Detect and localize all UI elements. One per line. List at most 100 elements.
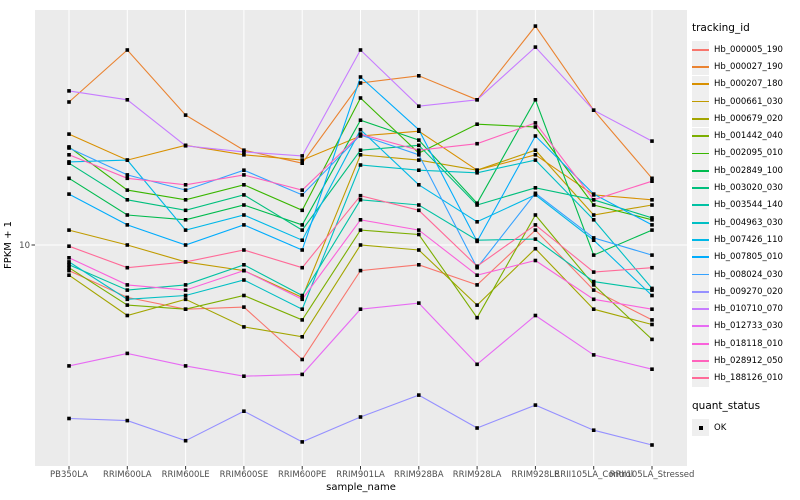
data-point-Hb_003020_030-RRIM600SE (242, 193, 246, 197)
legend-item-Hb_000679_020: Hb_000679_020 (692, 110, 800, 128)
data-point-Hb_007805_010-RRIM600LA (125, 223, 130, 227)
legend-color-line-icon (692, 66, 709, 68)
legend-key-Hb_028912_050 (692, 352, 709, 370)
legend-item-label: Hb_000661_030 (714, 96, 783, 107)
quant-legend: quant_status OK (692, 399, 800, 437)
x-tick-label-RRIM600LE: RRIM600LE (162, 470, 210, 480)
data-point-Hb_000679_020-RRIM600LA (125, 313, 130, 318)
legend-item-Hb_000661_030: Hb_000661_030 (692, 93, 800, 111)
data-point-Hb_007805_010-RRIM928LA (475, 239, 479, 244)
x-tick-label-RRIM928LA: RRIM928LA (453, 470, 502, 480)
data-point-Hb_004963_030-RRIM901LA (358, 163, 363, 167)
data-point-Hb_018118_010-RRII105LA_Control (591, 297, 596, 302)
data-point-Hb_009270_020-RRII105LA_Stressed (650, 443, 654, 447)
legend-color-line-icon (692, 290, 709, 293)
legend-key-Hb_003544_140 (692, 196, 709, 214)
data-point-Hb_000005_190-RRII105LA_Stressed (650, 318, 654, 322)
data-point-Hb_002849_100-RRIM928BA (417, 138, 421, 142)
data-point-Hb_007805_010-RRIM928BA (417, 127, 421, 132)
data-point-Hb_002095_010-RRIM600PE (300, 208, 304, 213)
data-point-Hb_003020_030-RRIM600LE (183, 208, 188, 213)
data-point-Hb_007426_110-RRIM928BA (417, 183, 421, 187)
legend-color-line-icon (692, 325, 709, 328)
data-point-Hb_000679_020-RRIM928LA (475, 303, 479, 307)
legend-item-Hb_001442_040: Hb_001442_040 (692, 127, 800, 145)
data-point-Hb_012733_030-RRIM600SE (242, 374, 246, 378)
legend-color-line-icon (692, 221, 709, 224)
legend-item-label: Hb_002849_100 (714, 165, 783, 176)
data-point-Hb_001442_040-PB350LA (67, 265, 71, 270)
data-point-Hb_000207_180-RRIM928LE (533, 153, 538, 157)
data-point-Hb_007426_110-RRIM928LA (475, 220, 479, 224)
data-point-Hb_000027_190-RRIM600LA (125, 48, 130, 52)
data-point-Hb_001442_040-RRIM600LA (125, 303, 130, 307)
data-point-Hb_018118_010-RRIM600LA (125, 283, 130, 287)
legend-item-Hb_004963_030: Hb_004963_030 (692, 214, 800, 232)
data-point-Hb_188126_010-RRIM928BA (417, 208, 421, 213)
data-point-Hb_008024_030-RRII105LA_Control (591, 236, 596, 240)
data-point-Hb_000661_030-RRIM928LE (533, 148, 538, 152)
data-point-Hb_000679_020-RRIM600SE (242, 325, 246, 329)
x-tick-label-RRIM928BA: RRIM928BA (394, 470, 444, 480)
legend-key-Hb_009270_020 (692, 283, 709, 301)
data-point-Hb_002849_100-RRIM600LE (183, 218, 188, 222)
data-point-Hb_007805_010-PB350LA (67, 192, 71, 196)
data-point-Hb_012733_030-RRIM600PE (300, 372, 304, 377)
data-point-Hb_008024_030-RRIM600LA (125, 173, 130, 177)
x-tick-label-RRIM600PE: RRIM600PE (278, 470, 326, 480)
data-point-Hb_028912_050-RRIM600SE (242, 173, 246, 177)
data-point-Hb_018118_010-RRIM600LE (183, 288, 188, 292)
legend-item-Hb_018118_010: Hb_018118_010 (692, 335, 800, 353)
legend-item-Hb_008024_030: Hb_008024_030 (692, 266, 800, 283)
data-point-Hb_188126_010-PB350LA (67, 244, 71, 248)
legend-color-line-icon (692, 169, 709, 172)
data-point-Hb_000679_020-RRII105LA_Control (591, 307, 596, 311)
data-point-Hb_000005_190-PB350LA (67, 268, 71, 273)
data-point-Hb_000207_180-RRIM600SE (242, 153, 246, 157)
data-point-Hb_000661_030-RRIM901LA (358, 153, 363, 157)
data-point-Hb_003544_140-PB350LA (67, 263, 71, 267)
data-point-Hb_009270_020-RRIM928LE (533, 403, 538, 407)
data-point-Hb_001442_040-RRIM600PE (300, 318, 304, 322)
data-point-Hb_018118_010-RRIM600PE (300, 297, 304, 302)
y-tick-label: 10 (19, 241, 30, 251)
square-marker-icon (698, 425, 703, 430)
data-point-Hb_004963_030-RRIM600PE (300, 307, 304, 311)
legend-item-Hb_003020_030: Hb_003020_030 (692, 179, 800, 197)
legend-color-line-icon (692, 135, 709, 138)
legend-color-line-icon (692, 83, 709, 86)
legend-color-line-icon (692, 239, 709, 241)
data-point-Hb_007805_010-RRIM928LE (533, 134, 538, 138)
data-point-Hb_004963_030-RRIM600LE (183, 293, 188, 298)
data-point-Hb_009270_020-RRIM600SE (242, 409, 246, 413)
data-point-Hb_000661_030-RRIM600LA (125, 243, 130, 247)
legend-item-label: Hb_008024_030 (714, 269, 783, 280)
data-point-Hb_028912_050-RRIM901LA (358, 132, 363, 136)
legend-item-Hb_007805_010: Hb_007805_010 (692, 248, 800, 266)
data-point-Hb_001442_040-RRIM928LE (533, 213, 538, 217)
data-point-Hb_003020_030-RRIM600LA (125, 198, 130, 202)
data-point-Hb_004963_030-RRIM600LA (125, 297, 130, 302)
legend-key-Hb_007426_110 (692, 231, 709, 249)
data-point-Hb_000679_020-RRIM600PE (300, 335, 304, 339)
data-point-Hb_002095_010-RRII105LA_Stressed (650, 218, 654, 222)
x-tick-label-RRII105LA_Stressed: RRII105LA_Stressed (610, 470, 695, 480)
quant-legend-title: quant_status (692, 399, 761, 412)
data-point-Hb_012733_030-RRIM928LA (475, 362, 479, 367)
quant-legend-key (692, 419, 709, 437)
legend-item-label: Hb_000679_020 (714, 113, 783, 124)
data-point-Hb_007805_010-RRIM600LE (183, 243, 188, 247)
data-point-Hb_018118_010-RRIM928BA (417, 228, 421, 232)
data-point-Hb_009270_020-PB350LA (67, 416, 71, 421)
data-point-Hb_010710_070-RRII105LA_Control (591, 108, 596, 112)
data-point-Hb_000027_190-RRIM901LA (358, 81, 363, 85)
legend-item-label: Hb_012733_030 (714, 321, 783, 332)
legend-color-line-icon (692, 204, 709, 207)
data-point-Hb_018118_010-PB350LA (67, 256, 71, 260)
data-point-Hb_010710_070-RRIM600PE (300, 154, 304, 158)
legend-color-line-icon (692, 308, 709, 310)
data-point-Hb_009270_020-RRIM600LA (125, 418, 130, 423)
data-point-Hb_000661_030-RRIM600PE (300, 295, 304, 300)
data-point-Hb_008024_030-PB350LA (67, 146, 71, 150)
data-point-Hb_000027_190-RRIM928BA (417, 74, 421, 78)
